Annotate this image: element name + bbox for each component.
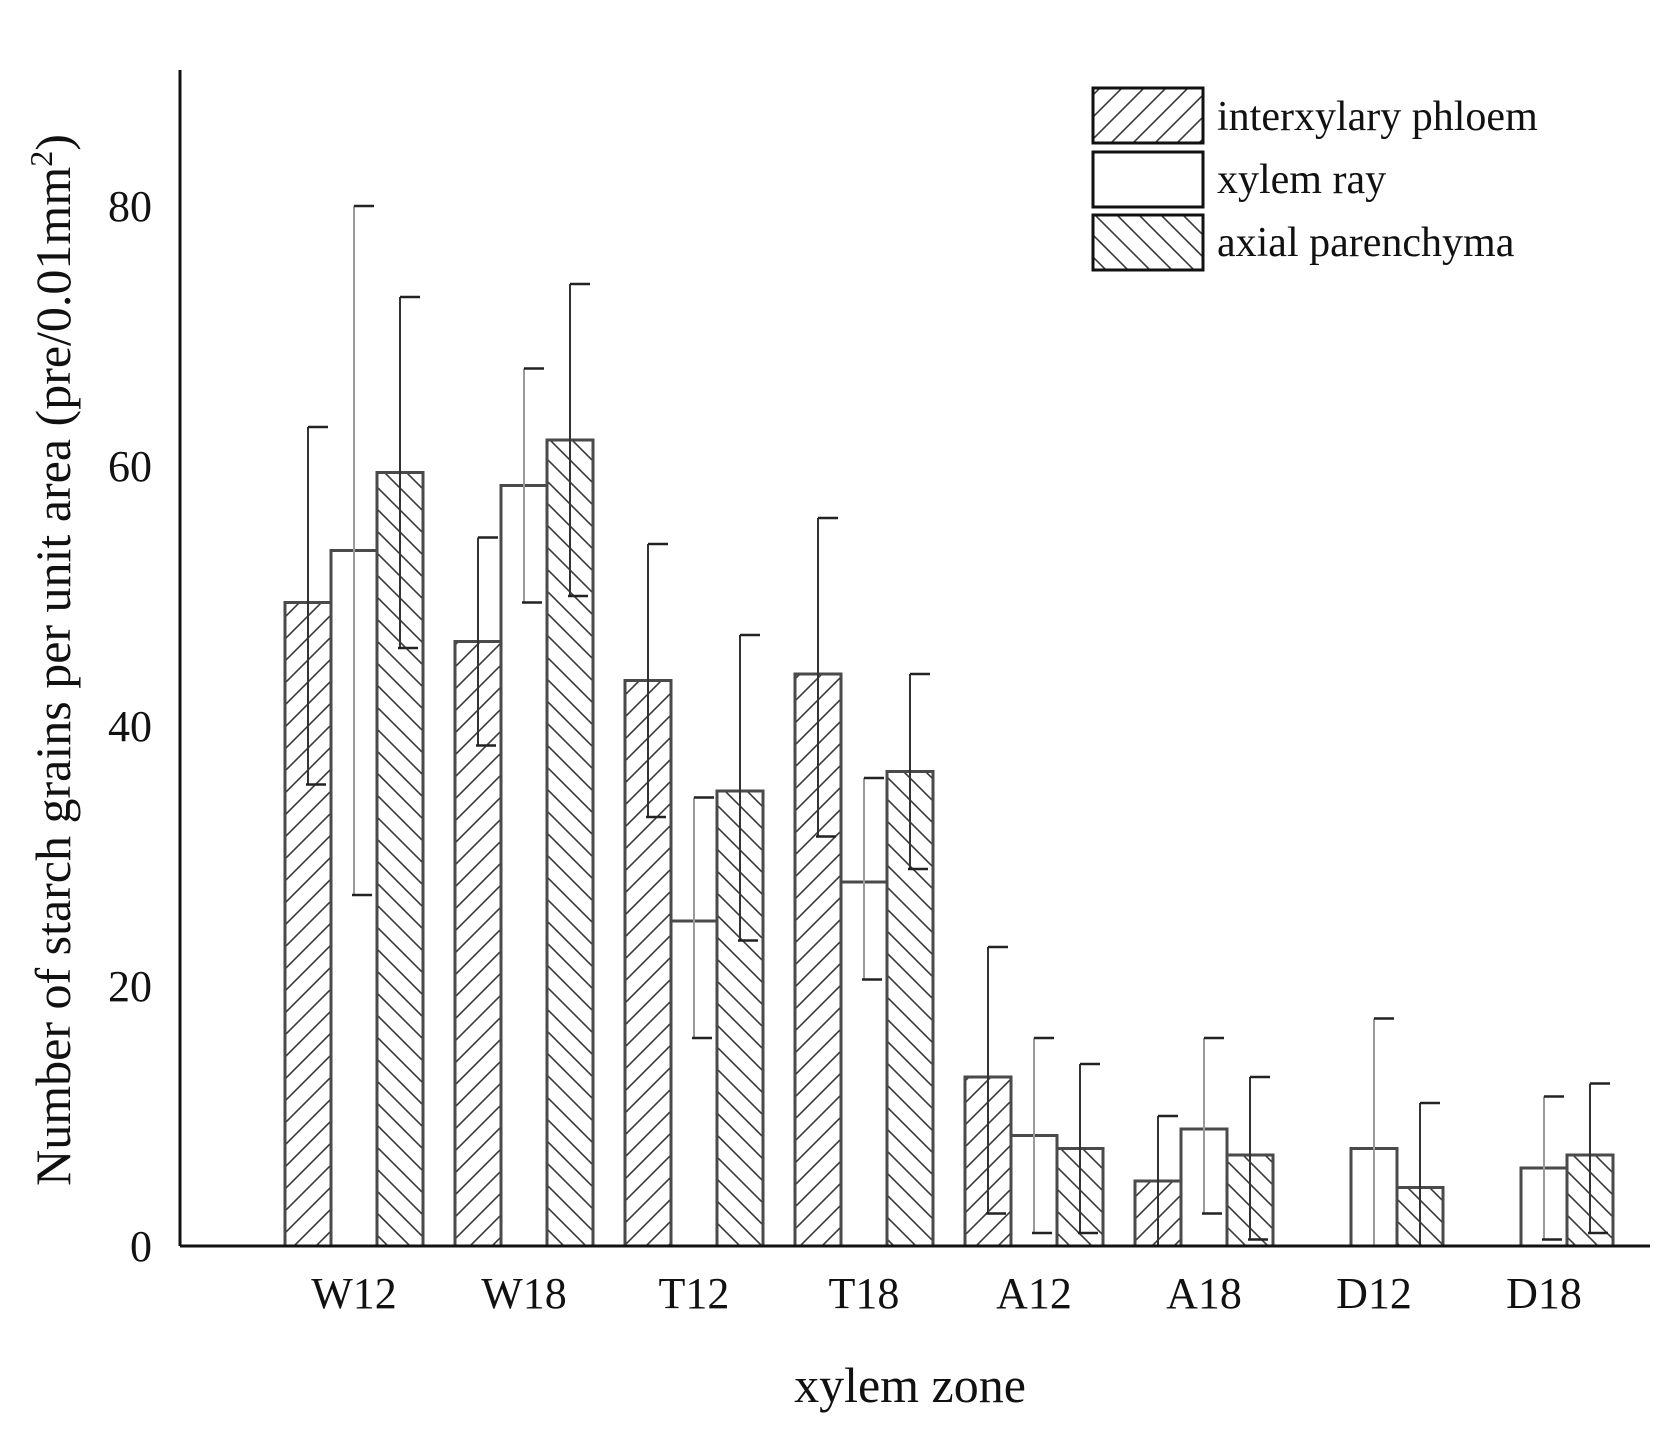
x-tick-label-T18: T18: [829, 1269, 900, 1318]
error-bar-interxylary-phloem-W12: [306, 425, 328, 786]
error-bar-axial-parenchyma-A18: [1248, 1075, 1270, 1241]
error-bar-interxylary-phloem-T12: [646, 542, 668, 819]
x-axis-title: xylem zone: [794, 1357, 1026, 1413]
error-bar-axial-parenchyma-A12: [1078, 1062, 1100, 1235]
error-bar-axial-parenchyma-T18: [908, 672, 930, 871]
error-bar-xylem-ray-W12: [352, 204, 374, 897]
y-axis-title-main: Number of starch grains per unit area (p…: [25, 167, 81, 1186]
error-bar-axial-parenchyma-T12: [738, 633, 760, 942]
x-tick-label-A18: A18: [1166, 1269, 1242, 1318]
y-tick-label-40: 40: [108, 702, 152, 751]
legend-label-axial-parenchyma: axial parenchyma: [1217, 220, 1515, 266]
error-bar-xylem-ray-W18: [522, 367, 544, 604]
legend-swatch-interxylary-phloem: [1091, 86, 1205, 145]
error-bar-xylem-ray-T18: [862, 776, 884, 981]
x-tick-label-W18: W18: [481, 1269, 567, 1318]
legend-label-interxylary-phloem: interxylary phloem: [1217, 94, 1538, 140]
error-bar-xylem-ray-T12: [692, 796, 714, 1040]
y-axis-title-superscript: 2: [23, 151, 59, 167]
y-tick-label-0: 0: [130, 1222, 152, 1271]
error-bar-axial-parenchyma-W12: [398, 295, 420, 650]
y-tick-label-60: 60: [108, 442, 152, 491]
error-bar-interxylary-phloem-W18: [476, 536, 498, 747]
y-tick-label-20: 20: [108, 962, 152, 1011]
y-axis-title: Number of starch grains per unit area (p…: [23, 134, 81, 1186]
y-axis-title-close: ): [25, 134, 81, 151]
x-tick-label-T12: T12: [659, 1269, 730, 1318]
error-bar-xylem-ray-A18: [1202, 1036, 1224, 1215]
error-bar-xylem-ray-A12: [1032, 1036, 1054, 1235]
x-tick-label-W12: W12: [311, 1269, 397, 1318]
x-tick-label-D18: D18: [1506, 1269, 1582, 1318]
legend-swatch-xylem-ray: [1091, 150, 1205, 209]
y-tick-label-80: 80: [108, 182, 152, 231]
error-bar-axial-parenchyma-D18: [1588, 1082, 1610, 1235]
error-bar-xylem-ray-D18: [1542, 1095, 1564, 1241]
error-bar-axial-parenchyma-W18: [568, 282, 590, 598]
x-tick-label-A12: A12: [996, 1269, 1072, 1318]
error-bar-interxylary-phloem-T18: [816, 516, 838, 838]
x-tick-label-D12: D12: [1336, 1269, 1412, 1318]
error-bar-interxylary-phloem-A12: [986, 945, 1008, 1215]
legend-label-xylem-ray: xylem ray: [1217, 157, 1386, 203]
legend-swatch-axial-parenchyma: [1091, 213, 1205, 272]
legend: interxylary phloem xylem ray axial paren…: [1091, 86, 1538, 272]
